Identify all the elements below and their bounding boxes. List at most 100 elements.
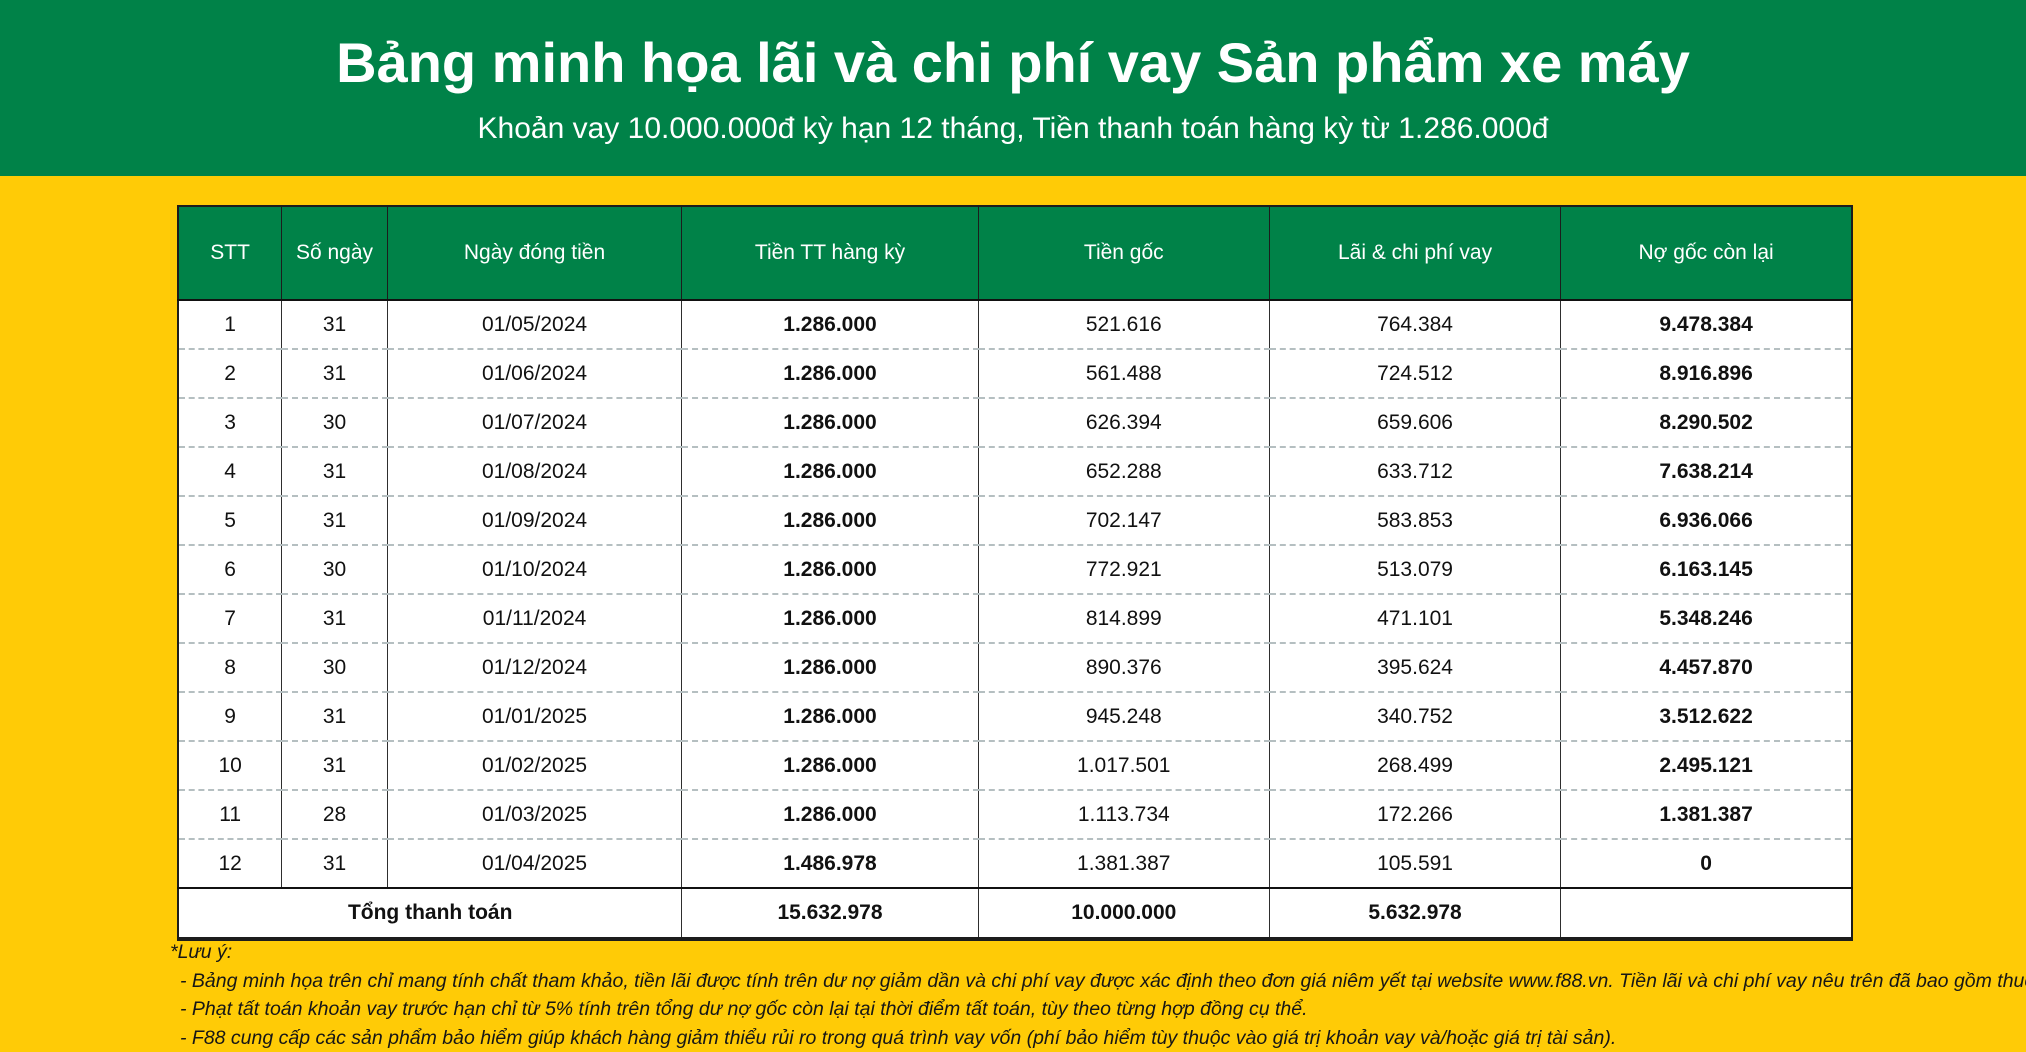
table-cell: 1.286.000 — [682, 643, 978, 692]
total-label: Tổng thanh toán — [178, 888, 682, 939]
table-cell: 9 — [178, 692, 282, 741]
table-cell: 1.286.000 — [682, 398, 978, 447]
table-cell: 4 — [178, 447, 282, 496]
header-banner: Bảng minh họa lãi và chi phí vay Sản phẩ… — [0, 0, 2026, 176]
loan-schedule-table-wrap: STT Số ngày Ngày đóng tiền Tiền TT hàng … — [177, 205, 1853, 941]
table-cell: 1.113.734 — [978, 790, 1269, 839]
table-cell: 268.499 — [1269, 741, 1560, 790]
table-cell: 1.286.000 — [682, 447, 978, 496]
table-cell: 31 — [282, 741, 387, 790]
table-cell: 764.384 — [1269, 300, 1560, 349]
table-cell: 01/06/2024 — [387, 349, 682, 398]
column-header-tien-tt-hang-ky: Tiền TT hàng kỳ — [682, 206, 978, 300]
table-cell: 1.286.000 — [682, 692, 978, 741]
table-cell: 31 — [282, 839, 387, 888]
table-cell: 31 — [282, 300, 387, 349]
table-cell: 6 — [178, 545, 282, 594]
table-cell: 30 — [282, 545, 387, 594]
table-cell: 6.936.066 — [1561, 496, 1852, 545]
table-cell: 0 — [1561, 839, 1852, 888]
table-cell: 01/07/2024 — [387, 398, 682, 447]
column-header-no-goc-con-lai: Nợ gốc còn lại — [1561, 206, 1852, 300]
table-cell: 31 — [282, 692, 387, 741]
table-cell: 945.248 — [978, 692, 1269, 741]
column-header-ngay-dong-tien: Ngày đóng tiền — [387, 206, 682, 300]
column-header-so-ngay: Số ngày — [282, 206, 387, 300]
table-cell: 2 — [178, 349, 282, 398]
table-cell: 01/01/2025 — [387, 692, 682, 741]
table-cell: 340.752 — [1269, 692, 1560, 741]
table-header: STT Số ngày Ngày đóng tiền Tiền TT hàng … — [178, 206, 1852, 300]
table-cell: 890.376 — [978, 643, 1269, 692]
table-cell: 30 — [282, 643, 387, 692]
table-cell: 6.163.145 — [1561, 545, 1852, 594]
page-title: Bảng minh họa lãi và chi phí vay Sản phẩ… — [336, 32, 1690, 94]
table-cell: 513.079 — [1269, 545, 1560, 594]
table-cell: 659.606 — [1269, 398, 1560, 447]
table-cell: 01/09/2024 — [387, 496, 682, 545]
total-remaining — [1561, 888, 1852, 939]
table-cell: 31 — [282, 349, 387, 398]
table-cell: 1 — [178, 300, 282, 349]
table-footer: Tổng thanh toán 15.632.978 10.000.000 5.… — [178, 888, 1852, 939]
total-interest: 5.632.978 — [1269, 888, 1560, 939]
table-header-row: STT Số ngày Ngày đóng tiền Tiền TT hàng … — [178, 206, 1852, 300]
footnote-item: - Phạt tất toán khoản vay trước hạn chỉ … — [170, 995, 1960, 1024]
table-cell: 01/10/2024 — [387, 545, 682, 594]
page-subtitle: Khoản vay 10.000.000đ kỳ hạn 12 tháng, T… — [478, 112, 1549, 146]
table-cell: 1.286.000 — [682, 300, 978, 349]
footnote-item: - F88 cung cấp các sản phẩm bảo hiểm giú… — [170, 1024, 1960, 1052]
table-cell: 1.286.000 — [682, 349, 978, 398]
total-principal: 10.000.000 — [978, 888, 1269, 939]
table-cell: 724.512 — [1269, 349, 1560, 398]
footnote-item: - Bảng minh họa trên chỉ mang tính chất … — [170, 967, 1960, 996]
table-cell: 1.286.000 — [682, 741, 978, 790]
table-cell: 772.921 — [978, 545, 1269, 594]
table-cell: 395.624 — [1269, 643, 1560, 692]
table-cell: 28 — [282, 790, 387, 839]
table-cell: 633.712 — [1269, 447, 1560, 496]
table-cell: 3 — [178, 398, 282, 447]
table-cell: 172.266 — [1269, 790, 1560, 839]
table-cell: 1.381.387 — [1561, 790, 1852, 839]
table-cell: 2.495.121 — [1561, 741, 1852, 790]
total-payment: 15.632.978 — [682, 888, 978, 939]
table-cell: 12 — [178, 839, 282, 888]
table-cell: 105.591 — [1269, 839, 1560, 888]
table-cell: 11 — [178, 790, 282, 839]
table-cell: 01/02/2025 — [387, 741, 682, 790]
table-cell: 31 — [282, 594, 387, 643]
table-cell: 01/08/2024 — [387, 447, 682, 496]
table-cell: 01/04/2025 — [387, 839, 682, 888]
table-cell: 8.916.896 — [1561, 349, 1852, 398]
total-row: Tổng thanh toán 15.632.978 10.000.000 5.… — [178, 888, 1852, 939]
table-cell: 8.290.502 — [1561, 398, 1852, 447]
table-cell: 1.017.501 — [978, 741, 1269, 790]
column-header-lai-chi-phi-vay: Lãi & chi phí vay — [1269, 206, 1560, 300]
table-cell: 1.286.000 — [682, 594, 978, 643]
table-cell: 5.348.246 — [1561, 594, 1852, 643]
table-cell: 1.486.978 — [682, 839, 978, 888]
table-cell: 1.286.000 — [682, 545, 978, 594]
table-cell: 4.457.870 — [1561, 643, 1852, 692]
table-cell: 561.488 — [978, 349, 1269, 398]
table-cell: 1.286.000 — [682, 496, 978, 545]
table-cell: 1.381.387 — [978, 839, 1269, 888]
table-cell: 626.394 — [978, 398, 1269, 447]
table-cell: 01/05/2024 — [387, 300, 682, 349]
table-cell: 521.616 — [978, 300, 1269, 349]
table-cell: 01/11/2024 — [387, 594, 682, 643]
table-cell: 471.101 — [1269, 594, 1560, 643]
table-cell: 1.286.000 — [682, 790, 978, 839]
